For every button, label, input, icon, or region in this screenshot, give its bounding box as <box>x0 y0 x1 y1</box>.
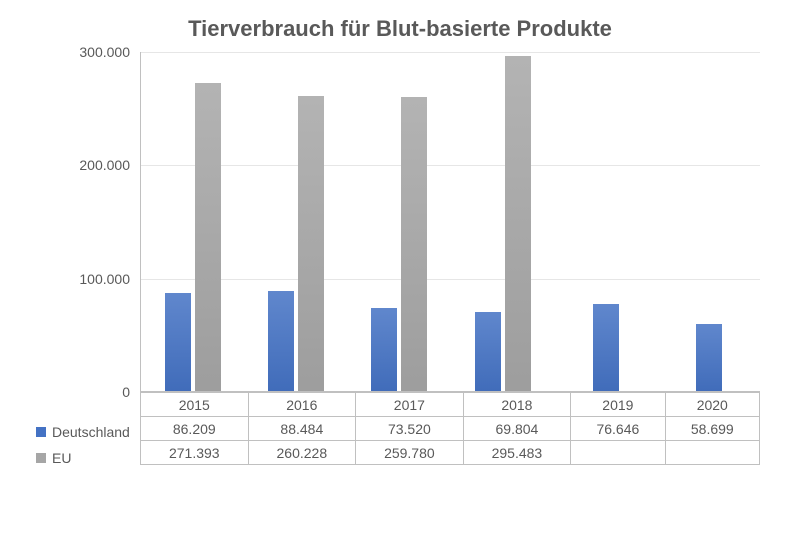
series-row-labels: Deutschland EU <box>30 392 140 470</box>
category-label: 2016 <box>248 393 356 417</box>
table-header-row: 201520162017201820192020 <box>141 393 760 417</box>
bar-deutschland <box>268 291 294 391</box>
bar-group <box>348 97 451 391</box>
table-cell <box>665 441 759 465</box>
table-cell: 260.228 <box>248 441 356 465</box>
table-cell <box>571 441 665 465</box>
series-name: EU <box>52 450 71 466</box>
row-label-blank <box>30 392 140 418</box>
table-row: 86.20988.48473.52069.80476.64658.699 <box>141 417 760 441</box>
gridline <box>141 52 760 53</box>
category-label: 2018 <box>463 393 571 417</box>
table-cell: 86.209 <box>141 417 249 441</box>
bar-deutschland <box>165 293 191 391</box>
table-cell: 88.484 <box>248 417 356 441</box>
bar-group <box>554 304 657 391</box>
plot-area <box>140 52 760 392</box>
bar-eu <box>298 96 324 391</box>
bar-deutschland <box>593 304 619 391</box>
series-label: EU <box>30 444 140 470</box>
y-tick-label: 200.000 <box>79 157 130 173</box>
bar-group <box>658 324 761 391</box>
y-axis: 0100.000200.000300.000 <box>30 52 140 392</box>
table-cell: 73.520 <box>356 417 464 441</box>
bar-eu <box>505 56 531 391</box>
table-cell: 58.699 <box>665 417 759 441</box>
bar-group <box>244 96 347 391</box>
table-cell: 271.393 <box>141 441 249 465</box>
table-row: 271.393260.228259.780295.483 <box>141 441 760 465</box>
bar-group <box>451 56 554 391</box>
table-cell: 69.804 <box>463 417 571 441</box>
bar-eu <box>195 83 221 391</box>
bar-deutschland <box>371 308 397 391</box>
table-cell: 76.646 <box>571 417 665 441</box>
y-tick-label: 300.000 <box>79 44 130 60</box>
series-name: Deutschland <box>52 424 130 440</box>
table-cell: 259.780 <box>356 441 464 465</box>
bar-group <box>141 83 244 391</box>
category-label: 2015 <box>141 393 249 417</box>
chart-title: Tierverbrauch für Blut-basierte Produkte <box>20 16 780 42</box>
chart-area: 0100.000200.000300.000 DeutschlandEU 201… <box>30 52 770 432</box>
bar-eu <box>401 97 427 391</box>
legend-swatch-icon <box>36 427 46 437</box>
data-table: 20152016201720182019202086.20988.48473.5… <box>140 392 760 465</box>
series-label: Deutschland <box>30 418 140 444</box>
y-tick-label: 100.000 <box>79 271 130 287</box>
table-cell: 295.483 <box>463 441 571 465</box>
category-label: 2020 <box>665 393 759 417</box>
legend-swatch-icon <box>36 453 46 463</box>
bar-deutschland <box>696 324 722 391</box>
category-label: 2019 <box>571 393 665 417</box>
bar-deutschland <box>475 312 501 391</box>
category-label: 2017 <box>356 393 464 417</box>
